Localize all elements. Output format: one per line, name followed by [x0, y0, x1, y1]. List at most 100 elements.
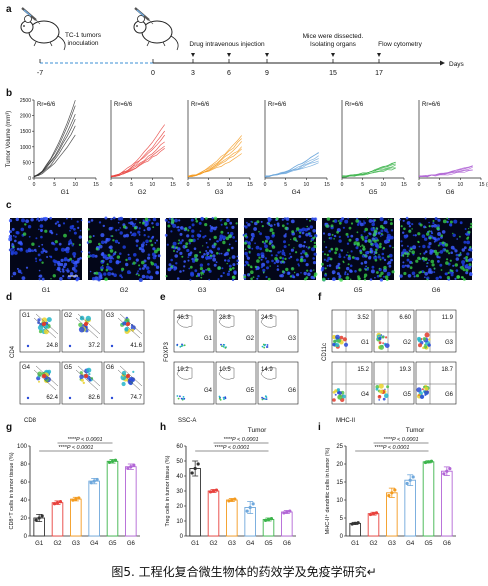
micro-nucleus [38, 269, 41, 272]
chart-y-tick-label: 0 [180, 534, 184, 540]
micro-nucleus [228, 264, 232, 268]
chart-bar [386, 492, 398, 537]
micro-signal [88, 239, 92, 244]
micro-nucleus [468, 248, 471, 251]
micro-nucleus [147, 235, 150, 238]
micro-nucleus [265, 275, 268, 279]
micro-nucleus [300, 252, 303, 255]
growth-x-tick-label: 5 [438, 182, 441, 188]
chart-data-point [390, 491, 394, 495]
micro-nucleus [265, 235, 267, 238]
growth-y-tick-label: 0 [28, 176, 31, 182]
micro-nucleus [97, 271, 102, 276]
timeline-event-arrow-icon [265, 53, 269, 57]
micro-signal [138, 264, 141, 267]
micro-nucleus [222, 235, 226, 240]
micro-signal [348, 238, 352, 242]
micro-signal [362, 253, 365, 256]
chart-x-tick-label: G4 [90, 541, 99, 547]
micro-nucleus [87, 220, 91, 224]
flow-grid-f: CD11c MHC-II Tumor 3.52 G1 6.60 G2 11.9 G3 15.2 G4… [322, 309, 457, 434]
flow-event [183, 344, 186, 347]
micro-nucleus [69, 239, 72, 241]
micro-signal [167, 224, 171, 228]
micro-signal [88, 235, 92, 239]
micro-nucleus [235, 240, 237, 243]
flow-x-axis-label: SSC-A [178, 418, 196, 424]
mouse-icon-treatment [133, 7, 179, 51]
micro-nucleus [119, 252, 122, 255]
flow-event [265, 346, 268, 348]
flow-event [43, 329, 49, 335]
micro-signal [78, 243, 81, 246]
growth-group-label: G3 [215, 189, 224, 196]
timeline-dissect-label: Mice were dissected. [303, 33, 364, 40]
chart-data-point [77, 496, 81, 500]
chart-data-point [393, 488, 397, 492]
chart-bar [70, 498, 82, 537]
flow-tile-G1: 46.3 G1 [173, 309, 215, 353]
micro-signal [445, 249, 449, 253]
micro-nucleus [432, 236, 435, 240]
micro-nucleus [350, 250, 353, 253]
flow-density-peak [84, 374, 88, 378]
micro-signal [150, 243, 154, 247]
micro-nucleus [434, 217, 438, 221]
micro-signal [333, 238, 335, 240]
flow-event [221, 345, 223, 348]
micro-nucleus [259, 247, 263, 251]
micro-nucleus [233, 271, 237, 275]
micro-nucleus [333, 234, 337, 238]
micro-signal [248, 250, 251, 253]
micro-nucleus [247, 242, 251, 246]
flow-event [424, 332, 430, 338]
micro-signal [321, 277, 326, 282]
flow-event [378, 336, 382, 341]
micro-nucleus [105, 237, 109, 241]
micro-signal [345, 276, 350, 280]
micro-signal [296, 240, 298, 242]
micro-nucleus [449, 223, 453, 227]
micro-nucleus [166, 243, 169, 246]
micro-nucleus [73, 227, 76, 231]
micro-signal [367, 266, 369, 269]
micro-nucleus [302, 244, 306, 248]
growth-x-tick-label: 0 [264, 182, 267, 188]
flow-density-peak [84, 322, 88, 326]
chart-data-point [245, 509, 249, 513]
micro-nucleus [152, 217, 157, 222]
chart-data-point [269, 517, 274, 521]
micro-nucleus [129, 231, 132, 234]
chart-bar [226, 499, 238, 537]
micro-nucleus [34, 257, 38, 260]
micro-signal [345, 232, 349, 236]
micro-signal [313, 272, 318, 277]
micro-nucleus [38, 219, 41, 222]
micro-nucleus [365, 265, 367, 268]
micro-signal [447, 271, 450, 274]
flow-event [378, 395, 381, 398]
micro-nucleus [168, 263, 172, 267]
micro-nucleus [296, 273, 300, 277]
growth-curve [110, 141, 165, 178]
micro-signal [324, 272, 327, 275]
micro-nucleus [424, 276, 426, 279]
micro-signal [144, 217, 149, 222]
micro-nucleus [444, 272, 447, 275]
micro-nucleus [290, 219, 295, 224]
micro-nucleus [39, 224, 44, 228]
micro-signal [411, 228, 413, 230]
micro-nucleus [335, 267, 338, 270]
flow-group-label: G5 [246, 388, 255, 394]
flow-event [262, 397, 265, 400]
growth-x-tick-label: 15 [401, 182, 407, 188]
micro-signal [433, 267, 436, 270]
flow-event [37, 321, 40, 324]
micro-nucleus [292, 275, 296, 279]
micro-nucleus [421, 234, 426, 238]
micro-signal [135, 273, 138, 276]
micro-nucleus [119, 216, 124, 221]
micro-nucleus [301, 250, 306, 254]
micro-signal [347, 263, 350, 266]
micro-nucleus [100, 233, 105, 238]
